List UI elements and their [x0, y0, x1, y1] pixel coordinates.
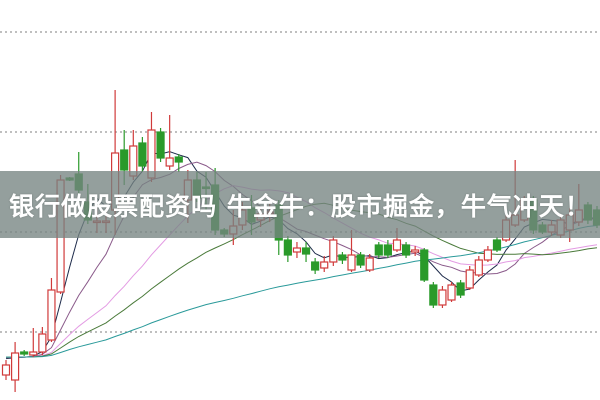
candle-body: [438, 289, 447, 306]
candle-body: [374, 244, 383, 256]
title-banner: 银行做股票配资吗 牛金牛：股市掘金，牛气冲天！: [0, 171, 600, 238]
candle-body: [10, 352, 20, 381]
candle-body: [401, 244, 411, 256]
candle-body: [311, 261, 320, 271]
candle-body: [292, 247, 302, 253]
candle-body: [165, 157, 174, 167]
candle-body: [456, 282, 465, 296]
candle-body: [329, 239, 338, 263]
candle-body: [356, 254, 365, 266]
candle-body: [1, 364, 11, 376]
candle-body: [120, 149, 129, 171]
candle-body: [492, 239, 502, 251]
moving-average-line: [6, 225, 598, 358]
candle-body: [174, 156, 183, 163]
candle-body: [156, 131, 165, 159]
candle-body: [29, 351, 38, 356]
candle-body: [392, 239, 402, 251]
candle-body: [47, 289, 56, 341]
candle-body: [138, 142, 147, 167]
candle-body: [447, 284, 456, 301]
candle-body: [320, 261, 329, 269]
candle-body: [301, 247, 311, 255]
candle-body: [338, 254, 347, 261]
candle-body: [365, 257, 374, 271]
candle-body: [465, 269, 474, 289]
page-title: 银行做股票配资吗 牛金牛：股市掘金，牛气冲天！: [9, 191, 591, 221]
candle-body: [429, 284, 438, 306]
candle-body: [383, 244, 392, 256]
candle-body: [20, 351, 29, 355]
candle-body: [411, 249, 420, 253]
candle-body: [347, 254, 356, 271]
candle-body: [38, 333, 47, 353]
candle-body: [420, 249, 429, 281]
candle-body: [283, 239, 292, 256]
candle-body: [483, 249, 492, 261]
candle-body: [474, 259, 483, 276]
